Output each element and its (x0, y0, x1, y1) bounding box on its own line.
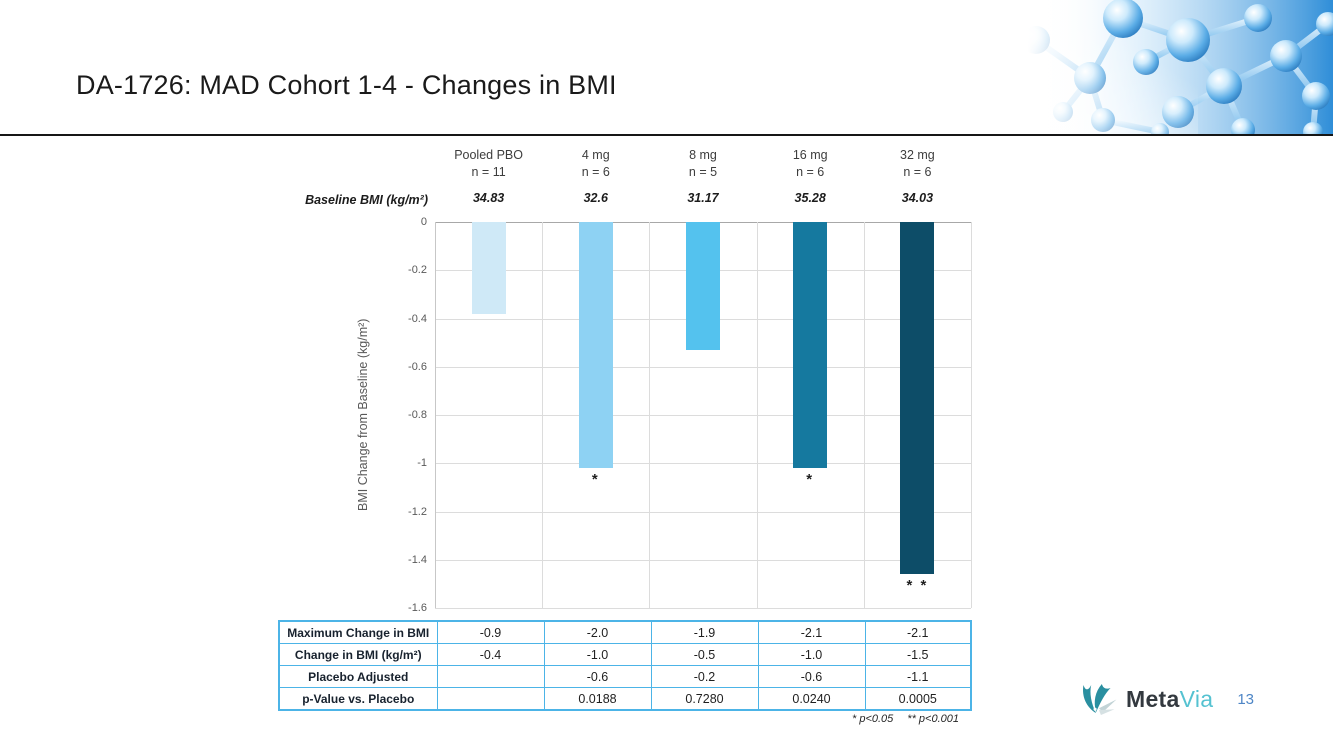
n-label: n = 6 (903, 164, 932, 179)
metavia-logo: MetaVia 13 (1078, 683, 1254, 716)
column-header: Pooled PBO n = 11 34.83 (435, 147, 542, 207)
baseline-bmi-value: 32.6 (583, 190, 608, 205)
dose-label: 16 mg (792, 148, 828, 162)
table-cell: -1.0 (757, 643, 866, 666)
table-cell: 0.0005 (864, 687, 972, 711)
table-cell: -1.9 (650, 620, 759, 644)
gridline-horizontal (435, 511, 971, 513)
baseline-bmi-row-label: Baseline BMI (kg/m²) (305, 193, 428, 207)
metavia-bird-icon (1083, 683, 1117, 716)
table-cell (436, 665, 545, 688)
gridline-vertical (649, 222, 650, 608)
dose-label: 4 mg (581, 148, 610, 162)
n-label: n = 6 (796, 164, 825, 179)
column-header: 32 mg n = 6 34.03 (864, 147, 971, 207)
column-header: 4 mg n = 6 32.6 (542, 147, 649, 207)
y-tick-label: 0 (420, 216, 427, 228)
table-cell: -0.6 (543, 665, 652, 688)
baseline-bmi-value: 31.17 (687, 190, 719, 205)
bar-8-mg (686, 222, 720, 350)
table-cell: -0.5 (650, 643, 759, 666)
table-row: Placebo Adjusted -0.6 -0.2 -0.6 -1.1 (278, 665, 972, 688)
n-label: n = 11 (471, 164, 506, 179)
column-header: 16 mg n = 6 35.28 (757, 147, 864, 207)
y-tick-label: -1.2 (408, 505, 427, 518)
y-tick-label: -1.6 (408, 602, 427, 614)
y-tick-label: -0.2 (408, 264, 427, 277)
row-label: Change in BMI (kg/m²) (278, 643, 438, 666)
baseline-bmi-value: 34.03 (901, 190, 934, 205)
bar-16-mg (793, 222, 828, 469)
table-cell: 0.7280 (650, 687, 759, 711)
y-tick-label: -1 (417, 457, 427, 470)
dose-label: Pooled PBO (454, 148, 523, 162)
gridline-vertical (864, 222, 865, 608)
dose-label: 32 mg (900, 148, 935, 162)
gridline-vertical (971, 222, 972, 608)
molecule-3d-graphic (1028, 0, 1333, 134)
gridline-horizontal (435, 608, 971, 609)
significance-asterisk: * (806, 471, 815, 489)
row-label: p-Value vs. Placebo (278, 687, 438, 711)
logo-text-meta: Meta (1126, 686, 1180, 712)
footnote-p05: * p<0.05 (852, 713, 894, 725)
gridline-vertical (435, 222, 436, 608)
row-label: Maximum Change in BMI (278, 620, 438, 644)
gridline-vertical (542, 222, 543, 608)
y-tick-label: -0.6 (408, 360, 427, 373)
plot-area: * * * * (435, 222, 972, 609)
table-cell: 0.0188 (543, 687, 652, 711)
bar-4-mg (578, 222, 613, 469)
gridline-horizontal (435, 366, 971, 368)
gridline-vertical (757, 222, 758, 608)
gridline-horizontal (435, 415, 971, 416)
table-row: p-Value vs. Placebo 0.0188 0.7280 0.0240 0.0… (278, 687, 972, 711)
dose-label: 8 mg (689, 148, 717, 162)
table-cell: -1.5 (864, 643, 972, 666)
table-cell: 0.0240 (757, 687, 866, 711)
table-cell: -2.0 (543, 620, 652, 644)
gridline-horizontal (435, 559, 971, 561)
y-tick-label: -1.4 (408, 553, 427, 566)
table-cell: -0.6 (757, 665, 866, 688)
table-cell: -1.1 (864, 665, 972, 688)
significance-asterisk: * * (906, 577, 929, 595)
y-tick-label: -0.4 (408, 312, 427, 325)
table-cell: -2.1 (757, 620, 866, 644)
table-cell: -1.0 (543, 643, 652, 666)
table-cell: -0.2 (650, 665, 759, 688)
logo-wordmark: MetaVia (1126, 686, 1213, 713)
n-label: n = 5 (688, 164, 718, 179)
slide-title: DA-1726: MAD Cohort 1-4 - Changes in BMI (76, 70, 617, 100)
y-tick-label: -0.8 (408, 409, 427, 421)
title-divider-line (0, 134, 1333, 136)
page-number: 13 (1237, 691, 1255, 708)
bar-32-mg (900, 222, 935, 575)
bar-pooled-pbo (471, 222, 506, 314)
gridline-horizontal (435, 463, 971, 465)
column-header: 8 mg n = 5 31.17 (649, 147, 756, 207)
baseline-bmi-value: 35.28 (794, 190, 826, 205)
summary-table: Maximum Change in BMI -0.9 -2.0 -1.9 -2.1 -2.… (278, 620, 972, 711)
table-cell: -0.4 (436, 643, 545, 666)
table-row: Change in BMI (kg/m²) -0.4 -1.0 -0.5 -1.0 -1.… (278, 643, 972, 666)
table-cell (436, 687, 545, 711)
logo-text-via: Via (1179, 686, 1214, 712)
table-cell: -2.1 (864, 620, 972, 644)
footnote-p001: ** p<0.001 (907, 713, 959, 725)
row-label: Placebo Adjusted (278, 665, 438, 688)
table-cell: -0.9 (436, 620, 545, 644)
n-label: n = 6 (581, 164, 610, 179)
baseline-bmi-value: 34.83 (472, 190, 505, 205)
significance-asterisk: * (591, 471, 600, 489)
table-row: Maximum Change in BMI -0.9 -2.0 -1.9 -2.1 -2.… (278, 620, 972, 644)
significance-footnote: * p<0.05 ** p<0.001 (852, 713, 973, 725)
